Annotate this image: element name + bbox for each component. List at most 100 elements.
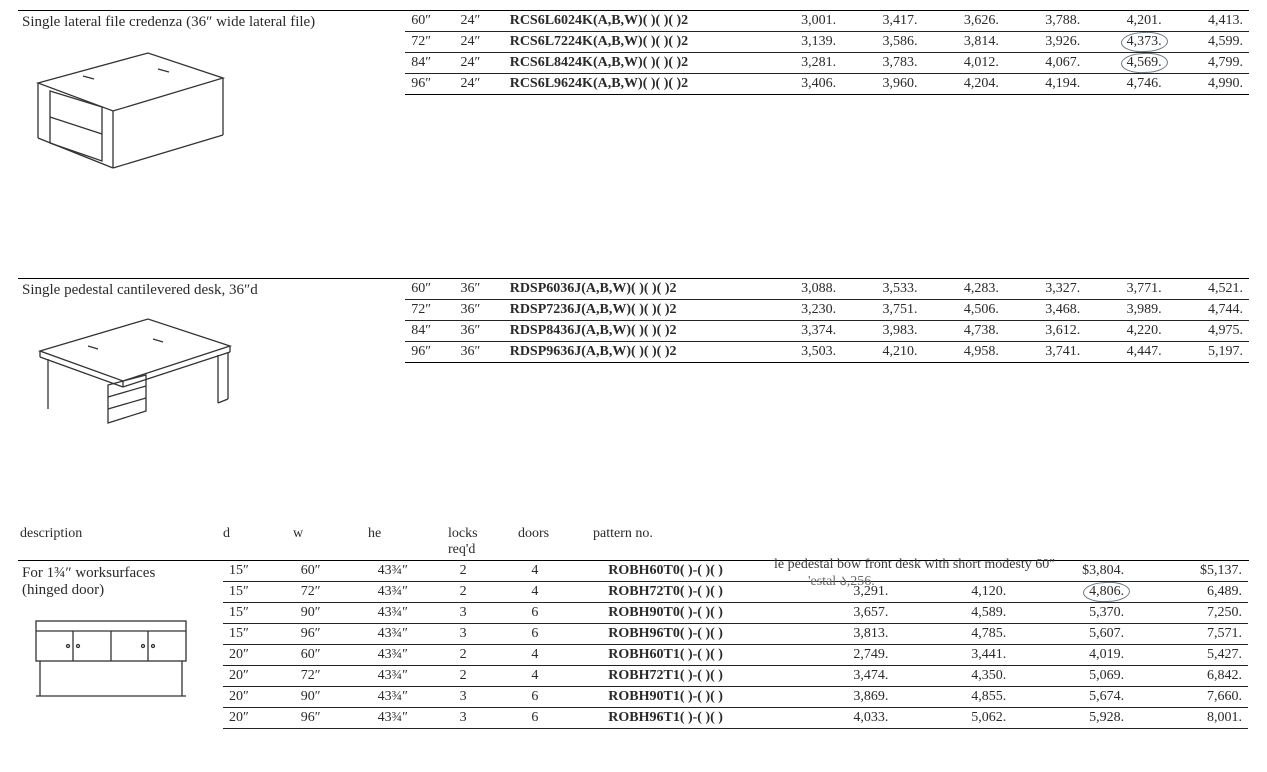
cell-price: 4,744. (1168, 300, 1249, 321)
cell-price: 3,989. (1086, 300, 1167, 321)
cell-price: 4,746. (1086, 74, 1167, 95)
section2-table: 60″36″RDSP6036J(A,B,W)( )( )( )23,088.3,… (405, 279, 1249, 363)
cell-price: 7,660. (1130, 687, 1248, 708)
hdr-doors: doors (518, 526, 593, 558)
cell-pattern: ROBH90T0( )-( )( ) (602, 603, 776, 624)
cell-locks: 3 (454, 624, 526, 645)
cell-price: 3,139. (761, 32, 842, 53)
cell-doors: 6 (525, 687, 602, 708)
cell-price: 3,741. (1005, 342, 1086, 363)
section-desk: Single pedestal cantilevered desk, 36″d (18, 268, 1249, 436)
hdr-d: d (223, 526, 293, 558)
cell-doors: 4 (525, 645, 602, 666)
desk-illustration-icon (18, 305, 399, 436)
cell-w: 96″ (295, 624, 372, 645)
cell-w: 72″ (295, 582, 372, 603)
table-row: 15″90″43¾″36ROBH90T0( )-( )( )3,657.4,58… (223, 603, 1248, 624)
cell-price: 3,983. (842, 321, 923, 342)
cell-doors: 6 (525, 708, 602, 729)
cell-width: 96″ (405, 342, 454, 363)
cell-price: 3,441. (894, 645, 1012, 666)
cell-price: 5,607. (1012, 624, 1130, 645)
table-row: 60″36″RDSP6036J(A,B,W)( )( )( )23,088.3,… (405, 279, 1249, 300)
cell-d: 15″ (223, 624, 295, 645)
cell-depth: 24″ (454, 74, 503, 95)
cell-w: 60″ (295, 561, 372, 582)
cell-pattern: RCS6L6024K(A,B,W)( )( )( )2 (504, 11, 761, 32)
cell-price: 5,062. (894, 708, 1012, 729)
cell-price: 3,788. (1005, 11, 1086, 32)
cell-locks: 2 (454, 666, 526, 687)
cell-width: 84″ (405, 53, 454, 74)
table-row: 84″36″RDSP8436J(A,B,W)( )( )( )23,374.3,… (405, 321, 1249, 342)
cell-price: 4,204. (923, 74, 1004, 95)
cell-price: 5,928. (1012, 708, 1130, 729)
cell-price: 3,327. (1005, 279, 1086, 300)
cell-price: 3,869. (777, 687, 895, 708)
cell-price: 4,120. (894, 582, 1012, 603)
ghost-text-line1: le pedestal bow front desk with short mo… (774, 557, 1055, 573)
cell-price: 4,785. (894, 624, 1012, 645)
cell-h: 43¾″ (372, 603, 454, 624)
cell-price: 4,210. (842, 342, 923, 363)
cell-doors: 4 (525, 582, 602, 603)
cell-locks: 3 (454, 708, 526, 729)
cell-locks: 3 (454, 687, 526, 708)
cell-price: 3,474. (777, 666, 895, 687)
cell-width: 72″ (405, 300, 454, 321)
section3-desc-2: (hinged door) (18, 582, 223, 605)
credenza-illustration-icon (18, 37, 399, 178)
cell-price: 3,960. (842, 74, 923, 95)
cell-price: 4,350. (894, 666, 1012, 687)
cell-price: 3,281. (761, 53, 842, 74)
cell-pattern: ROBH60T1( )-( )( ) (602, 645, 776, 666)
cell-d: 20″ (223, 666, 295, 687)
cell-price: 3,586. (842, 32, 923, 53)
cell-price: 3,406. (761, 74, 842, 95)
table-row: 20″60″43¾″24ROBH60T1( )-( )( )2,749.3,44… (223, 645, 1248, 666)
cell-price: 4,855. (894, 687, 1012, 708)
cell-price: 5,069. (1012, 666, 1130, 687)
cell-doors: 6 (525, 603, 602, 624)
section3-desc-1: For 1¾″ worksurfaces (18, 561, 223, 582)
cell-depth: 24″ (454, 32, 503, 53)
cell-depth: 24″ (454, 53, 503, 74)
hdr-pattern: pattern no. (593, 526, 763, 558)
table-row: 60″24″RCS6L6024K(A,B,W)( )( )( )23,001.3… (405, 11, 1249, 32)
cell-price: 5,197. (1168, 342, 1249, 363)
cell-w: 90″ (295, 687, 372, 708)
cell-pattern: ROBH72T1( )-( )( ) (602, 666, 776, 687)
table-row: 84″24″RCS6L8424K(A,B,W)( )( )( )23,281.3… (405, 53, 1249, 74)
cell-width: 72″ (405, 32, 454, 53)
cell-h: 43¾″ (372, 666, 454, 687)
cell-locks: 2 (454, 561, 526, 582)
cell-price: 3,374. (761, 321, 842, 342)
section3-header: description d w he locksreq'd doors patt… (18, 506, 1249, 561)
cell-price: 3,814. (923, 32, 1004, 53)
section2-tbody: 60″36″RDSP6036J(A,B,W)( )( )( )23,088.3,… (405, 279, 1249, 363)
cell-price: 4,283. (923, 279, 1004, 300)
table-row: 15″72″43¾″24ROBH72T0( )-( )( )3,291.4,12… (223, 582, 1248, 603)
cell-price: 4,738. (923, 321, 1004, 342)
section1-title: Single lateral file credenza (36″ wide l… (18, 11, 399, 37)
cell-pattern: RCS6L7224K(A,B,W)( )( )( )2 (504, 32, 761, 53)
cell-doors: 6 (525, 624, 602, 645)
cell-width: 84″ (405, 321, 454, 342)
cell-w: 72″ (295, 666, 372, 687)
cell-price: 4,958. (923, 342, 1004, 363)
cell-depth: 36″ (454, 321, 503, 342)
cell-d: 15″ (223, 561, 295, 582)
cell-price: 3,468. (1005, 300, 1086, 321)
cell-price: 3,503. (761, 342, 842, 363)
cell-price: 6,842. (1130, 666, 1248, 687)
cell-locks: 2 (454, 645, 526, 666)
cell-pattern: ROBH90T1( )-( )( ) (602, 687, 776, 708)
cell-price: 5,674. (1012, 687, 1130, 708)
cell-h: 43¾″ (372, 708, 454, 729)
cell-price: 4,220. (1086, 321, 1167, 342)
cell-price: 3,533. (842, 279, 923, 300)
cell-w: 96″ (295, 708, 372, 729)
section3-table: 15″60″43¾″24ROBH60T0( )-( )( )$3,804.$5,… (223, 561, 1248, 729)
cell-width: 60″ (405, 279, 454, 300)
cell-price: 3,771. (1086, 279, 1167, 300)
